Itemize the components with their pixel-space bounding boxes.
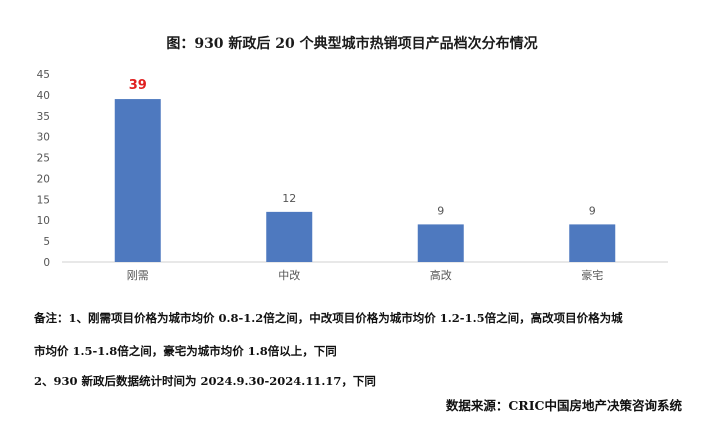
chart-title: 图：930 新政后 20 个典型城市热销项目产品档次分布情况: [166, 36, 538, 52]
y-tick-label: 25: [37, 153, 50, 165]
y-tick-label: 40: [37, 90, 50, 102]
footnote-line-1: 备注：1、刚需项目价格为城市均价 0.8-1.2倍之间，中改项目价格为城市均价 …: [34, 311, 623, 325]
y-tick-label: 35: [37, 111, 50, 123]
bar-4: [569, 224, 616, 262]
bar-2: [266, 211, 313, 262]
bar-1: [114, 99, 161, 262]
bar-value-label: 9: [437, 204, 444, 217]
footnote-line-3: 2、930 新政后数据统计时间为 2024.9.30-2024.11.17，下同: [34, 374, 376, 388]
y-tick-label: 45: [37, 69, 50, 81]
bar-value-label: 39: [129, 78, 147, 93]
x-tick-label: 中改: [278, 268, 300, 282]
bar-3: [417, 224, 464, 262]
footnote-line-2: 市均价 1.5-1.8倍之间，豪宅为城市均价 1.8倍以上，下同: [34, 344, 337, 358]
x-tick-label: 刚需: [127, 269, 149, 282]
y-tick-label: 0: [43, 257, 50, 269]
x-tick-label: 高改: [430, 268, 452, 282]
y-tick-label: 10: [37, 215, 50, 227]
bar-value-label: 9: [589, 204, 596, 217]
bar-value-label: 12: [282, 192, 296, 205]
data-source: 数据来源：CRIC中国房地产决策咨询系统: [445, 398, 682, 413]
y-tick-label: 30: [37, 132, 50, 144]
bar-chart: 0 5 10 15 20 25 30 35 40 45 39 12 9 9 刚需 中改 高改 豪宅: [37, 69, 668, 282]
y-tick-label: 15: [37, 194, 50, 206]
x-tick-label: 豪宅: [581, 268, 603, 282]
x-axis-tick-labels: 刚需 中改 高改 豪宅: [127, 268, 604, 282]
y-tick-label: 5: [43, 236, 50, 248]
bars: [114, 99, 616, 262]
y-axis: 0 5 10 15 20 25 30 35 40 45: [37, 69, 50, 269]
bar-labels: 39 12 9 9: [129, 78, 596, 217]
y-tick-label: 20: [37, 173, 50, 185]
